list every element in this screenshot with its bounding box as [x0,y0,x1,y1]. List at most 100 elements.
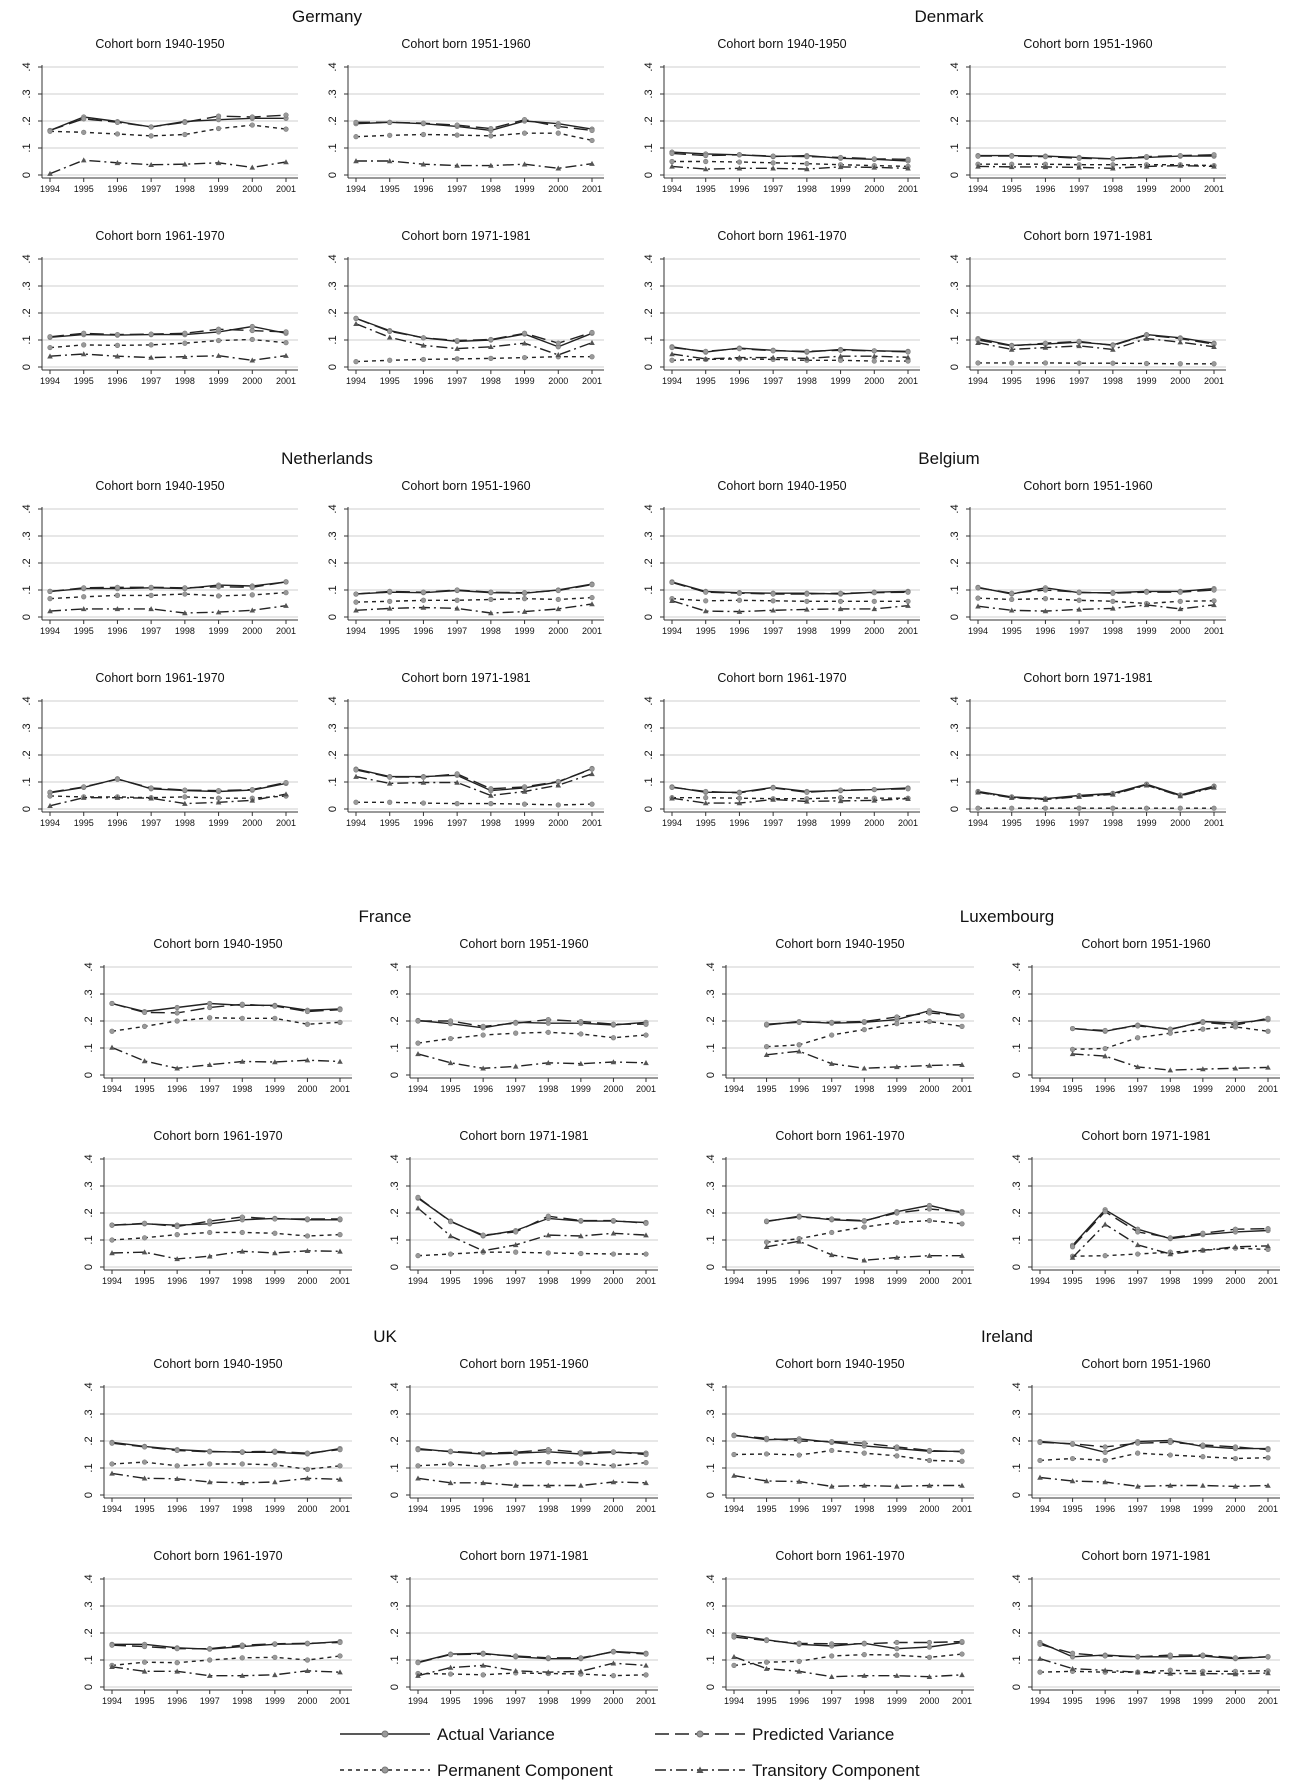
panel-1-1: Cohort born 1951-1960 0 .1 .2 .3 .4 1994 1995 19… [949,37,1226,194]
point-transitory [420,604,427,610]
x-tick-label: 1997 [447,184,467,194]
point-transitory [871,353,878,359]
point-transitory [643,1662,649,1668]
series-line-predicted [733,1636,963,1645]
x-tick-label: 1994 [968,184,988,194]
point-transitory [1008,346,1015,352]
point-transitory [669,351,675,357]
x-tick-label: 1997 [200,1276,220,1286]
point-predicted [480,1023,486,1029]
point-permanent [353,599,359,605]
series-line-predicted [671,581,909,595]
y-tick-label: .3 [389,1181,401,1190]
point-predicted [1069,1244,1076,1250]
x-tick-label: 2001 [330,1084,350,1094]
x-tick-label: 2000 [603,1276,623,1286]
point-predicted [182,787,188,793]
series-line-predicted [418,1018,646,1028]
point-transitory [770,607,776,613]
point-transitory [283,791,289,797]
point-predicted [353,119,359,125]
point-permanent [249,592,255,598]
series-line-predicted [1039,1643,1269,1659]
x-tick-label: 1999 [209,184,229,194]
x-tick-label: 1995 [441,1696,461,1706]
series-line-actual [671,346,909,353]
point-predicted [703,348,709,354]
y-tick-label: 0 [949,364,961,370]
x-tick-label: 1997 [763,818,783,828]
series-line-actual [417,1019,647,1029]
x-tick-label: 1996 [107,184,127,194]
x-tick-label: 1998 [538,1504,558,1514]
point-transitory [763,1665,770,1671]
point-transitory [283,159,289,165]
point-predicted [894,1639,900,1646]
point-predicted [174,1223,180,1230]
x-tick-label: 1998 [538,1696,558,1706]
y-tick-label: .2 [389,1016,401,1025]
point-transitory [702,356,709,362]
panel-title: Cohort born 1940-1950 [153,937,282,951]
point-transitory [174,1065,180,1071]
series-line-permanent [111,1461,341,1471]
country-title: Ireland [981,1327,1033,1346]
point-permanent [415,1253,421,1259]
y-tick-label: .2 [327,558,339,567]
x-tick-label: 1994 [102,1504,122,1514]
point-permanent [731,1451,737,1458]
series-line-predicted [733,1434,963,1453]
panel-title: Cohort born 1961-1970 [775,1129,904,1143]
point-permanent [1076,805,1082,811]
point-transitory [447,1480,454,1486]
point-transitory [894,1254,900,1260]
point-permanent [272,1654,278,1660]
y-tick-label: 0 [705,1264,717,1270]
series-line-transitory [111,1046,341,1070]
y-tick-label: 0 [705,1072,717,1078]
point-permanent [975,805,981,811]
point-permanent [420,800,427,806]
series-line-permanent [417,1672,647,1677]
x-tick-label: 1998 [1160,1504,1180,1514]
x-tick-label: 1995 [380,376,400,386]
y-tick-label: .4 [1011,962,1023,971]
point-predicted [959,1639,965,1645]
point-transitory [337,1058,343,1064]
point-permanent [488,596,494,603]
y-tick-label: .1 [1011,1463,1023,1472]
panel-title: Cohort born 1951-1960 [1081,1357,1210,1371]
point-transitory [206,1672,213,1678]
point-permanent [871,358,877,364]
point-permanent [610,1463,617,1469]
point-transitory [521,788,528,794]
point-transitory [353,607,359,613]
point-predicted [736,590,743,596]
x-tick-label: 1994 [346,376,366,386]
series-line-actual [977,333,1215,347]
x-tick-label: 1998 [175,626,195,636]
point-transitory [1265,1670,1271,1676]
x-tick-label: 1995 [757,1084,777,1094]
point-permanent [861,1651,867,1658]
panel-2-1: Cohort born 1951-1960 0 .1 .2 .3 .4 1994 1995 19… [327,479,604,636]
point-predicted [770,348,776,354]
x-tick-label: 1995 [74,376,94,386]
point-transitory [1143,782,1150,788]
x-tick-label: 1996 [729,626,749,636]
point-permanent [610,1673,617,1679]
point-permanent [837,357,844,363]
x-tick-label: 1998 [481,818,501,828]
point-predicted [731,1432,737,1439]
y-tick-label: .3 [949,531,961,540]
point-permanent [703,795,709,801]
point-transitory [174,1476,180,1482]
y-tick-label: 0 [1011,1492,1023,1498]
point-transitory [770,165,776,171]
x-tick-label: 1996 [167,1696,187,1706]
point-transitory [480,1065,486,1071]
x-tick-label: 1995 [1002,184,1022,194]
point-permanent [215,337,222,344]
y-tick-label: .2 [389,1628,401,1637]
point-transitory [837,353,844,359]
